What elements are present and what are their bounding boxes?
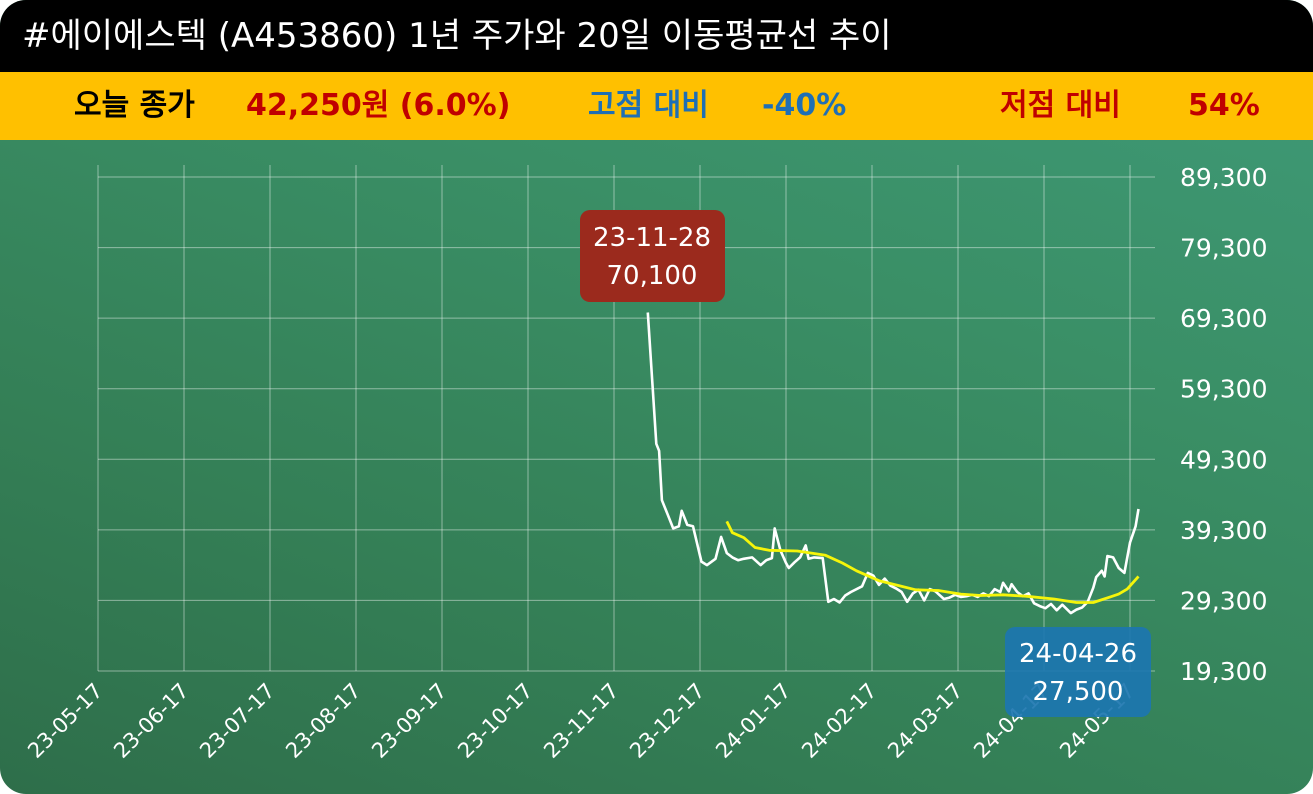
x-tick-label: 23-06-17 [109,679,193,763]
page-title: #에이에스텍 (A453860) 1년 주가와 20일 이동평균선 추이 [0,0,1313,72]
ma20-line [725,520,1140,604]
x-tick-label: 23-10-17 [453,679,537,763]
y-axis-ticks: 89,300 79,300 69,300 59,300 49,300 39,300 29,3… [1180,163,1267,686]
low-compare-value: 54% [1188,88,1260,123]
x-tick-label: 23-05-17 [23,679,107,763]
y-tick-label: 79,300 [1180,234,1267,263]
x-tick-label: 24-01-17 [711,679,795,763]
summary-bar: 오늘 종가 42,250원 (6.0%) 고점 대비 -40% 저점 대비 54… [0,72,1313,140]
high-annotation-box [580,210,725,302]
y-tick-label: 59,300 [1180,375,1267,404]
high-compare-value: -40% [762,88,847,123]
high-compare-label: 고점 대비 [588,88,709,123]
high-annotation: 23-11-28 70,100 [580,210,725,302]
y-tick-label: 49,300 [1180,445,1267,474]
y-tick-label: 19,300 [1180,657,1267,686]
x-axis-ticks: 23-05-17 23-06-17 23-07-17 23-08-17 23-09-17… [23,679,1139,763]
x-tick-label: 23-09-17 [367,679,451,763]
close-label: 오늘 종가 [74,88,195,123]
low-annotation: 24-04-26 27,500 [1005,627,1151,717]
x-tick-label: 24-02-17 [797,679,881,763]
series-lines [646,312,1140,615]
high-annotation-value: 70,100 [607,261,698,291]
close-value: 42,250원 (6.0%) [246,88,511,123]
x-tick-label: 23-08-17 [281,679,365,763]
x-tick-label: 24-03-17 [883,679,967,763]
y-tick-label: 89,300 [1180,163,1267,192]
low-compare-label: 저점 대비 [1000,88,1121,123]
price-line [646,312,1140,615]
low-annotation-box [1005,627,1151,717]
y-tick-label: 29,300 [1180,586,1267,615]
x-tick-label: 23-11-17 [539,679,623,763]
low-annotation-value: 27,500 [1033,677,1124,707]
x-tick-label: 23-12-17 [625,679,709,763]
low-annotation-date: 24-04-26 [1019,639,1137,669]
y-tick-label: 69,300 [1180,304,1267,333]
x-tick-label: 23-07-17 [195,679,279,763]
y-tick-label: 39,300 [1180,516,1267,545]
grid-lines [97,165,1155,672]
high-annotation-date: 23-11-28 [593,223,711,253]
